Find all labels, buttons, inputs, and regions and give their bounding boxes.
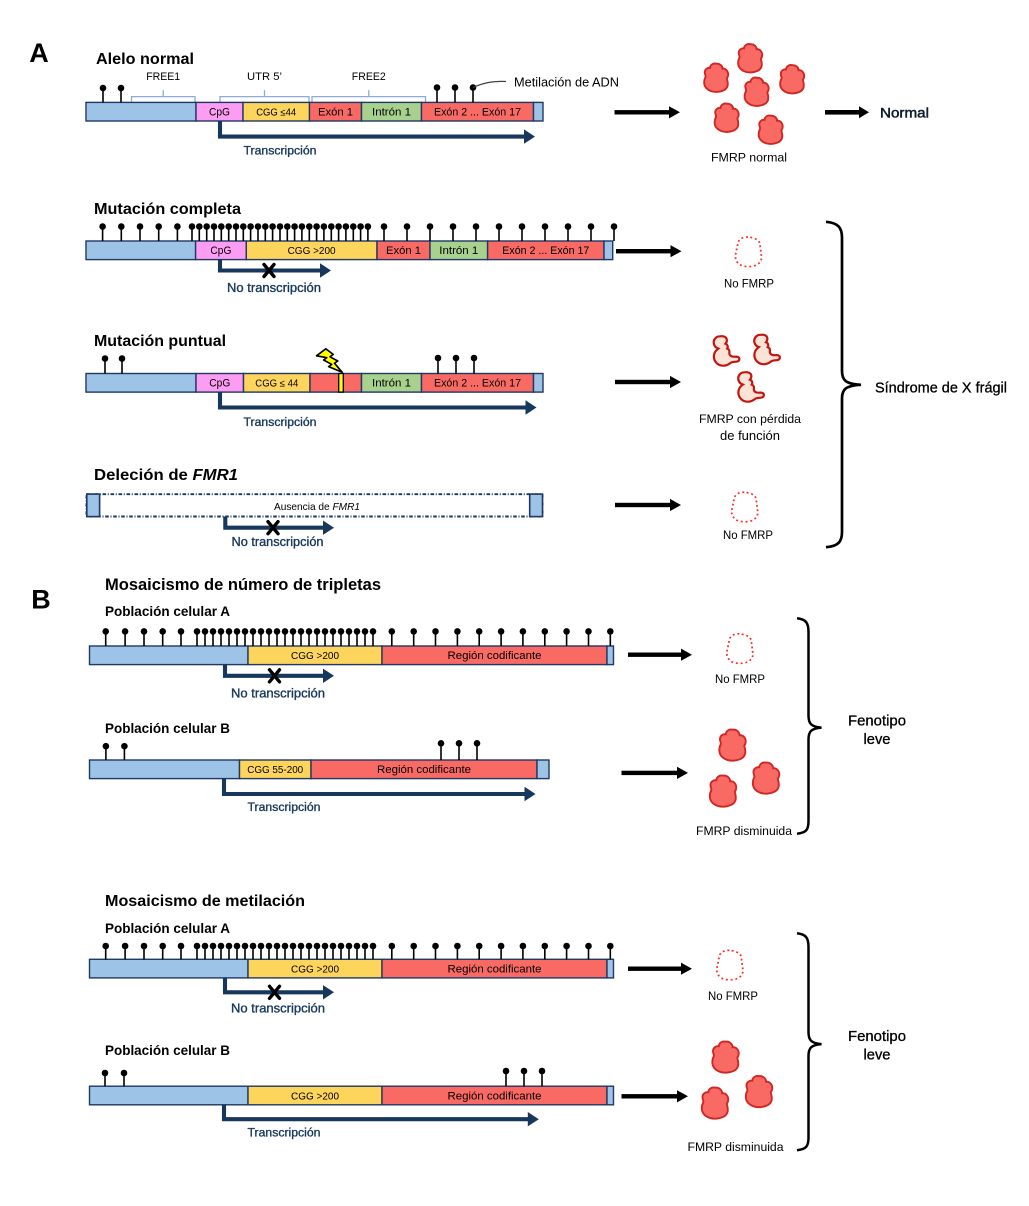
svg-text:Región codificante: Región codificante <box>448 1090 542 1102</box>
svg-text:Población celular B: Población celular B <box>105 721 230 736</box>
svg-text:FMRP disminuida: FMRP disminuida <box>688 1140 784 1154</box>
svg-text:CGG ≤ 44: CGG ≤ 44 <box>255 379 298 390</box>
svg-text:No transcripción: No transcripción <box>227 281 321 295</box>
svg-text:Metilación de ADN: Metilación de ADN <box>514 75 619 90</box>
svg-text:No FMRP: No FMRP <box>724 278 774 291</box>
svg-text:A: A <box>29 38 49 68</box>
svg-text:de función: de función <box>720 429 780 443</box>
svg-text:Fenotipo: Fenotipo <box>848 714 906 730</box>
svg-text:Transcripción: Transcripción <box>248 1125 321 1139</box>
svg-text:Mutación puntual: Mutación puntual <box>94 333 226 350</box>
svg-text:Población celular A: Población celular A <box>105 604 230 619</box>
svg-text:CpG: CpG <box>210 245 231 257</box>
svg-text:CpG: CpG <box>209 378 230 390</box>
svg-text:No transcripción: No transcripción <box>232 535 324 549</box>
svg-text:FREE1: FREE1 <box>146 71 180 83</box>
svg-text:Deleción de FMR1: Deleción de FMR1 <box>94 467 238 484</box>
svg-text:Exón 2 ... Exón 17: Exón 2 ... Exón 17 <box>434 378 521 390</box>
svg-text:Población celular A: Población celular A <box>105 921 230 936</box>
svg-text:CGG 55-200: CGG 55-200 <box>247 765 303 776</box>
svg-text:Intrón 1: Intrón 1 <box>372 378 411 390</box>
svg-text:Ausencia de FMR1: Ausencia de FMR1 <box>274 502 360 513</box>
svg-text:B: B <box>31 585 51 615</box>
svg-text:No transcripción: No transcripción <box>231 1002 325 1016</box>
svg-text:CpG: CpG <box>209 107 230 119</box>
svg-text:CGG >200: CGG >200 <box>291 651 339 662</box>
svg-text:Fenotipo: Fenotipo <box>848 1029 906 1045</box>
svg-text:Síndrome de X frágil: Síndrome de X frágil <box>875 381 1007 397</box>
svg-text:Región codificante: Región codificante <box>377 764 471 776</box>
svg-text:Normal: Normal <box>880 105 929 121</box>
svg-text:Transcripción: Transcripción <box>248 800 321 814</box>
svg-text:UTR 5’: UTR 5’ <box>247 71 282 83</box>
svg-text:Transcripción: Transcripción <box>244 415 317 429</box>
svg-text:leve: leve <box>864 732 891 748</box>
svg-text:Mutación completa: Mutación completa <box>94 201 241 218</box>
svg-text:No FMRP: No FMRP <box>708 990 758 1003</box>
svg-text:Intrón 1: Intrón 1 <box>439 245 478 257</box>
svg-text:CGG >200: CGG >200 <box>291 1091 339 1102</box>
svg-text:Población celular B: Población celular B <box>105 1043 230 1058</box>
svg-text:Intrón 1: Intrón 1 <box>372 107 411 119</box>
svg-text:Mosaicismo de número de triple: Mosaicismo de número de tripletas <box>105 576 381 594</box>
svg-text:Alelo normal: Alelo normal <box>96 51 194 68</box>
svg-text:CGG ≤44: CGG ≤44 <box>256 108 296 119</box>
svg-text:Exón 1: Exón 1 <box>386 245 421 257</box>
svg-text:FMRP normal: FMRP normal <box>711 151 787 165</box>
svg-text:FREE2: FREE2 <box>352 71 386 83</box>
svg-text:Región codificante: Región codificante <box>448 964 542 976</box>
svg-text:FMRP disminuida: FMRP disminuida <box>696 824 792 838</box>
svg-text:Transcripción: Transcripción <box>244 144 317 158</box>
svg-text:Mosaicismo de metilación: Mosaicismo de metilación <box>105 893 305 910</box>
svg-text:leve: leve <box>864 1048 891 1064</box>
svg-text:No FMRP: No FMRP <box>723 529 773 542</box>
svg-text:No transcripción: No transcripción <box>231 687 325 701</box>
svg-text:Exón 2 ... Exón 17: Exón 2 ... Exón 17 <box>502 245 589 257</box>
svg-text:CGG >200: CGG >200 <box>291 965 339 976</box>
svg-text:Exón 1: Exón 1 <box>318 107 353 119</box>
svg-text:Exón 2 ... Exón 17: Exón 2 ... Exón 17 <box>434 107 521 119</box>
svg-text:FMRP con pérdida: FMRP con pérdida <box>699 412 801 426</box>
svg-text:Región codificante: Región codificante <box>448 650 542 662</box>
svg-text:No FMRP: No FMRP <box>715 673 765 686</box>
svg-text:CGG >200: CGG >200 <box>288 246 336 257</box>
